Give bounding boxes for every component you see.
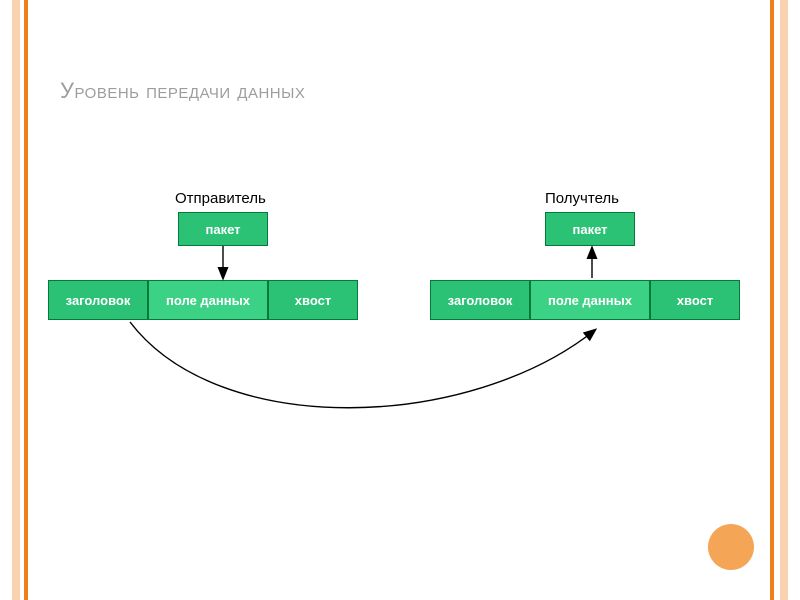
arc-arrow-icon — [130, 322, 595, 408]
decor-band-left-outer — [12, 0, 20, 600]
decor-circle-icon — [708, 524, 754, 570]
frame-right-tail: хвост — [650, 280, 740, 320]
slide-title: Уровень передачи данных — [60, 78, 305, 104]
frame-right-datafield: поле данных — [530, 280, 650, 320]
sender-label: Отправитель — [175, 190, 266, 207]
decor-band-right-outer — [780, 0, 788, 600]
packet-box-right: пакет — [545, 212, 635, 246]
frame-right-header: заголовок — [430, 280, 530, 320]
slide-canvas: Уровень передачи данных Отправитель Полу… — [0, 0, 800, 600]
decor-band-left-inner — [24, 0, 28, 600]
packet-box-left: пакет — [178, 212, 268, 246]
frame-left-datafield: поле данных — [148, 280, 268, 320]
decor-band-right-inner — [770, 0, 774, 600]
receiver-label: Получтель — [545, 190, 619, 207]
frame-left-tail: хвост — [268, 280, 358, 320]
frame-left-header: заголовок — [48, 280, 148, 320]
